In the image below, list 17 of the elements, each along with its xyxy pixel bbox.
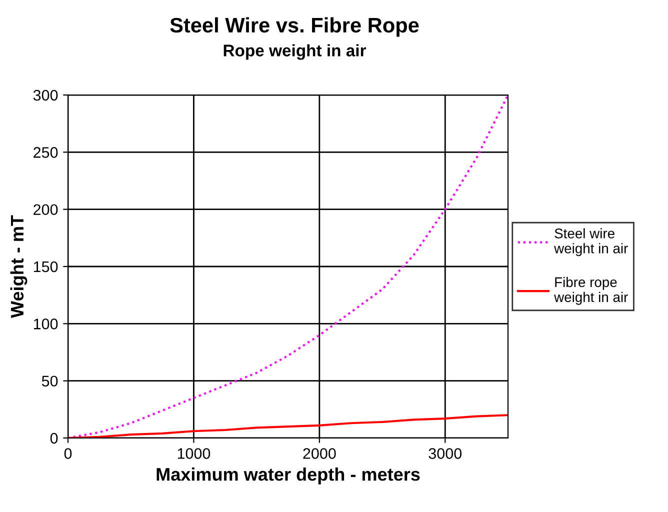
y-axis-title: Weight - mT bbox=[10, 215, 28, 318]
x-tick-label: 0 bbox=[64, 448, 72, 459]
y-tick-label: 0 bbox=[50, 432, 58, 444]
x-tick-label: 2000 bbox=[303, 448, 336, 459]
chart-title: Steel Wire vs. Fibre Rope bbox=[170, 17, 419, 37]
y-tick-label: 300 bbox=[33, 90, 58, 101]
y-tick-label: 100 bbox=[34, 318, 58, 330]
y-tick-label: 250 bbox=[34, 147, 58, 158]
y-tick-label: 150 bbox=[34, 261, 58, 272]
chart-subtitle: Rope weight in air bbox=[224, 44, 366, 60]
x-axis-title: Maximum water depth - meters bbox=[156, 468, 420, 484]
y-tick-label: 200 bbox=[34, 204, 58, 216]
x-tick-label: 1000 bbox=[178, 448, 210, 459]
legend-label: Steel wire weight in air bbox=[554, 228, 628, 256]
y-tick-label: 50 bbox=[42, 376, 58, 387]
x-tick-label: 3000 bbox=[428, 448, 462, 459]
legend-label: Fibre rope weight in air bbox=[554, 276, 628, 305]
